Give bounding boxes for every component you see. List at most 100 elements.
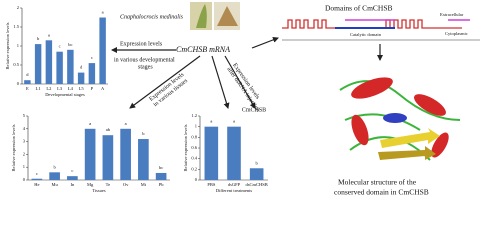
arrow: [251, 36, 279, 49]
y-axis-label: Relative expression levels: [183, 124, 188, 171]
species-name: Cnaphalocrocis medinalis: [120, 14, 184, 20]
significance-letter: bc: [159, 165, 163, 170]
bar: [102, 135, 114, 180]
x-tick-label: P: [91, 86, 94, 91]
bar: [31, 178, 43, 180]
chart-title: CmCHSB: [242, 107, 266, 113]
domain-diagram: Domains of CmCHSB Extracellular Catalyti…: [282, 4, 480, 61]
extracellular-label: Extracellular: [440, 12, 464, 17]
significance-letter: b: [142, 131, 145, 136]
x-tick-label: A: [101, 86, 105, 91]
y-tick-label: 1: [195, 124, 197, 129]
bar: [120, 128, 131, 180]
bar: [99, 17, 106, 84]
graphical-abstract: Cnaphalocrocis medinalis CmCHSB mRNA Exp…: [5, 2, 480, 197]
arrow: [211, 55, 230, 109]
y-tick-label: 2: [17, 5, 19, 10]
significance-letter: b: [256, 160, 259, 165]
y-tick-label: 0.8: [191, 134, 197, 139]
arrow-label: Expression levels: [120, 41, 163, 47]
x-tick-label: In: [71, 182, 75, 187]
y-tick-label: 5: [23, 113, 26, 118]
significance-letter: a: [89, 121, 91, 126]
significance-letter: a: [233, 119, 235, 124]
x-tick-label: E: [26, 86, 29, 91]
bar: [88, 63, 96, 84]
arrow-label: stages: [138, 64, 153, 70]
arrow-label: in various developmental: [114, 57, 175, 63]
significance-letter: d: [80, 65, 83, 70]
significance-letter: ab: [106, 127, 111, 132]
y-tick-label: 0.6: [191, 145, 197, 150]
significance-letter: c: [91, 55, 93, 60]
x-tick-label: Ov: [123, 182, 129, 187]
significance-letter: c: [59, 44, 61, 49]
bar: [67, 176, 78, 180]
x-tick-label: dsCmCHSB: [246, 182, 268, 187]
domain-title: Domains of CmCHSB: [325, 4, 393, 13]
significance-letter: bc: [68, 42, 72, 47]
cytoplasmic-label: Cytoplasmic: [445, 31, 468, 36]
arrow: [224, 55, 256, 109]
bar: [67, 49, 74, 84]
y-tick-label: 1: [23, 164, 25, 169]
bar: [45, 40, 53, 84]
x-tick-label: L5: [79, 86, 85, 91]
x-tick-label: L4: [68, 86, 74, 91]
y-tick-label: 0: [195, 177, 198, 182]
x-tick-label: Te: [106, 182, 110, 187]
y-tick-label: 1.5: [13, 24, 19, 29]
x-tick-label: PBS: [207, 182, 216, 187]
y-tick-label: 0.4: [191, 156, 197, 161]
y-tick-label: 0: [23, 177, 26, 182]
significance-letter: b: [37, 36, 40, 41]
y-axis-label: Relative expression levels: [5, 22, 10, 69]
bar: [204, 126, 219, 180]
y-tick-label: 3: [23, 139, 26, 144]
x-axis-label: Developmental stages: [45, 92, 85, 97]
x-tick-label: dsGFP: [228, 182, 241, 187]
protein-structure: Molecular structure of the conserved dom…: [334, 77, 461, 197]
y-tick-label: 0.5: [13, 62, 19, 67]
significance-letter: a: [102, 10, 104, 15]
y-tick-label: 0: [17, 81, 20, 86]
catalytic-label: Catalytic domain: [350, 32, 382, 37]
x-tick-label: Mt: [141, 182, 147, 187]
bar: [24, 80, 31, 84]
significance-letter: c: [36, 171, 38, 176]
y-tick-label: 4: [23, 126, 26, 131]
significance-letter: c: [71, 168, 73, 173]
bar: [138, 139, 149, 180]
y-tick-label: 2: [23, 151, 25, 156]
center-label: CmCHSB mRNA: [176, 45, 230, 54]
bar: [84, 128, 96, 180]
x-tick-label: L2: [46, 86, 51, 91]
bar: [227, 126, 241, 180]
significance-letter: b: [54, 164, 57, 169]
bar: [49, 172, 60, 180]
y-tick-label: 0.2: [191, 166, 197, 171]
x-tick-label: Mg: [87, 182, 94, 187]
structure-caption: Molecular structure of the: [338, 178, 417, 187]
x-tick-label: L1: [36, 86, 41, 91]
y-tick-label: 1.2: [191, 113, 197, 118]
x-axis-label: Tissues: [92, 188, 106, 193]
significance-letter: a: [48, 32, 50, 37]
x-tick-label: L3: [57, 86, 63, 91]
bar: [155, 172, 167, 180]
arrow: [129, 55, 201, 109]
bar: [77, 72, 85, 84]
bar: [34, 44, 42, 84]
x-axis-label: Different treatments: [216, 188, 253, 193]
moth-images: [190, 2, 240, 30]
bar: [249, 168, 264, 180]
y-tick-label: 1: [17, 43, 19, 48]
y-axis-label: Relative expression levels: [11, 124, 16, 171]
x-tick-label: Pb: [159, 182, 165, 187]
significance-letter: d: [26, 72, 29, 77]
bar: [56, 51, 63, 84]
x-tick-label: He: [34, 182, 39, 187]
significance-letter: a: [125, 121, 127, 126]
x-tick-label: Mu: [51, 182, 58, 187]
significance-letter: a: [210, 119, 212, 124]
